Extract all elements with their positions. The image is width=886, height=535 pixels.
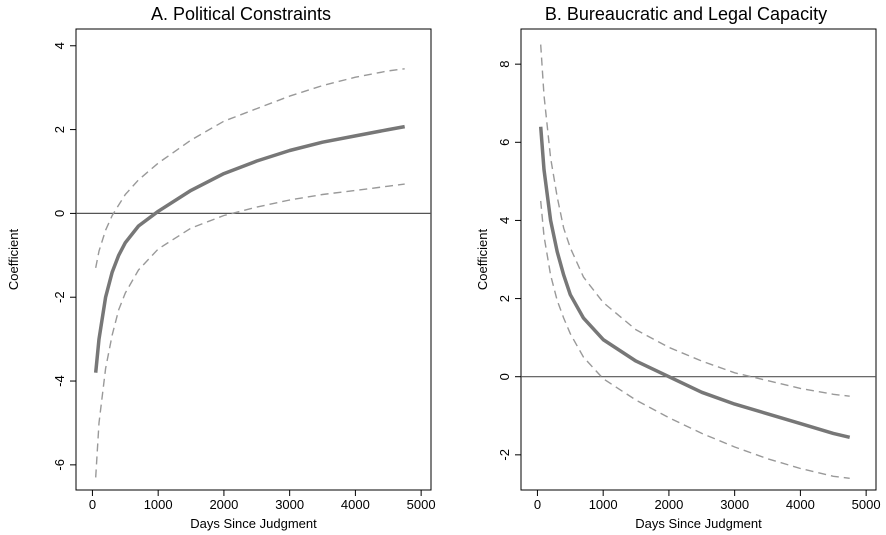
panel-a-x-axis-label: Days Since Judgment	[190, 516, 317, 531]
panel-a-y-tick-label: -2	[52, 291, 67, 303]
panel-b-x-tick-label: 3000	[720, 497, 749, 512]
panel-b-plot-frame	[520, 28, 877, 491]
panel-b-x-tick-label: 0	[534, 497, 541, 512]
panel-b-y-tick-label: 4	[497, 217, 512, 224]
panel-a-y-tick-label: 2	[52, 126, 67, 133]
panel-a-x-tick-label: 1000	[144, 497, 173, 512]
panel-a-y-tick-label: -4	[52, 375, 67, 387]
panel-a-title: A. Political Constraints	[151, 4, 331, 24]
panel-b-title: B. Bureaucratic and Legal Capacity	[545, 4, 827, 24]
panel-b-x-axis-label: Days Since Judgment	[635, 516, 762, 531]
panel-b-x-tick-label: 4000	[786, 497, 815, 512]
panel-a-lines	[76, 68, 431, 478]
panel-b-y-tick-label: -2	[497, 449, 512, 461]
panel-political-constraints: A. Political Constraints Coefficient Day…	[6, 4, 436, 531]
panel-b-y-tick-label: 6	[497, 139, 512, 146]
panel-a-y-tick-label: -6	[52, 459, 67, 471]
panel-a-x-tick-label: 5000	[407, 497, 436, 512]
panel-a-x-tick-label: 4000	[341, 497, 370, 512]
panel-b-lines	[521, 44, 876, 479]
panel-a-x-tick-label: 0	[89, 497, 96, 512]
panel-b-x-tick-label: 1000	[589, 497, 618, 512]
panel-bureaucratic-legal-capacity: B. Bureaucratic and Legal Capacity Coeff…	[475, 4, 881, 531]
panel-b-y-axis-label: Coefficient	[475, 229, 490, 291]
panel-b-ticks: 0 1000 2000 3000 4000 5000 -2 0 2 4 6 8	[497, 61, 881, 512]
panel-a-lower-ci-line	[95, 183, 405, 478]
panel-a-y-tick-label: 4	[52, 42, 67, 49]
panel-b-y-tick-label: 2	[497, 295, 512, 302]
panel-a-y-axis-label: Coefficient	[6, 229, 21, 291]
panel-b-y-tick-label: 0	[497, 373, 512, 380]
panel-b-upper-ci-line	[540, 44, 850, 397]
panel-a-y-tick-label: 0	[52, 210, 67, 217]
panel-b-x-tick-label: 2000	[654, 497, 683, 512]
panel-a-x-tick-label: 2000	[209, 497, 238, 512]
panel-a-upper-ci-line	[95, 68, 405, 269]
panel-b-estimate-line	[538, 126, 851, 440]
panel-a-x-tick-label: 3000	[275, 497, 304, 512]
panel-b-lower-ci-line	[540, 200, 850, 479]
panel-b-x-tick-label: 5000	[852, 497, 881, 512]
panel-a-ticks: 0 1000 2000 3000 4000 5000 -6 -4 -2 0 2 4	[52, 42, 436, 512]
panel-a-plot-frame	[75, 28, 432, 491]
panel-a-estimate-line	[93, 124, 406, 373]
panel-b-y-tick-label: 8	[497, 61, 512, 68]
